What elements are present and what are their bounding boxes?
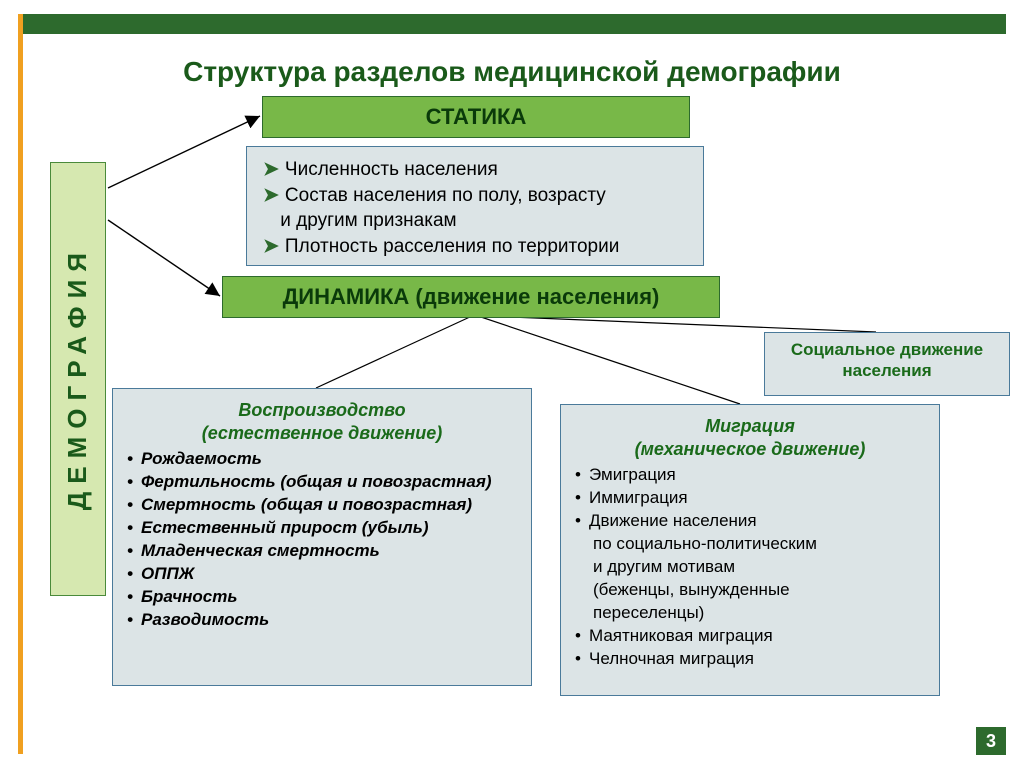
top-bar [18,14,1006,34]
dynamics-title-box: ДИНАМИКА (движение населения) [222,276,720,318]
page-number-badge: 3 [976,727,1006,755]
statics-list: ➤Численность населения➤Состав населения … [247,147,703,270]
reproduction-heading: Воспроизводство (естественное движение) [113,389,531,446]
statics-title-box: СТАТИКА [262,96,690,138]
migration-box: Миграция (механическое движение) •Эмигра… [560,404,940,696]
social-movement-box: Социальное движение населения [764,332,1010,396]
statics-details-box: ➤Численность населения➤Состав населения … [246,146,704,266]
reproduction-list: • Рождаемость• Фертильность (общая и пов… [113,446,531,642]
reproduction-box: Воспроизводство (естественное движение) … [112,388,532,686]
migration-list: •Эмиграция•Иммиграция•Движение населения… [561,462,939,680]
social-line2: населения [773,360,1001,381]
social-line1: Социальное движение [773,339,1001,360]
migration-heading: Миграция (механическое движение) [561,405,939,462]
demography-root-label: ДЕМОГРАФИЯ [50,162,104,594]
page-title: Структура разделов медицинской демографи… [0,56,1024,88]
left-accent-bar [18,14,23,754]
